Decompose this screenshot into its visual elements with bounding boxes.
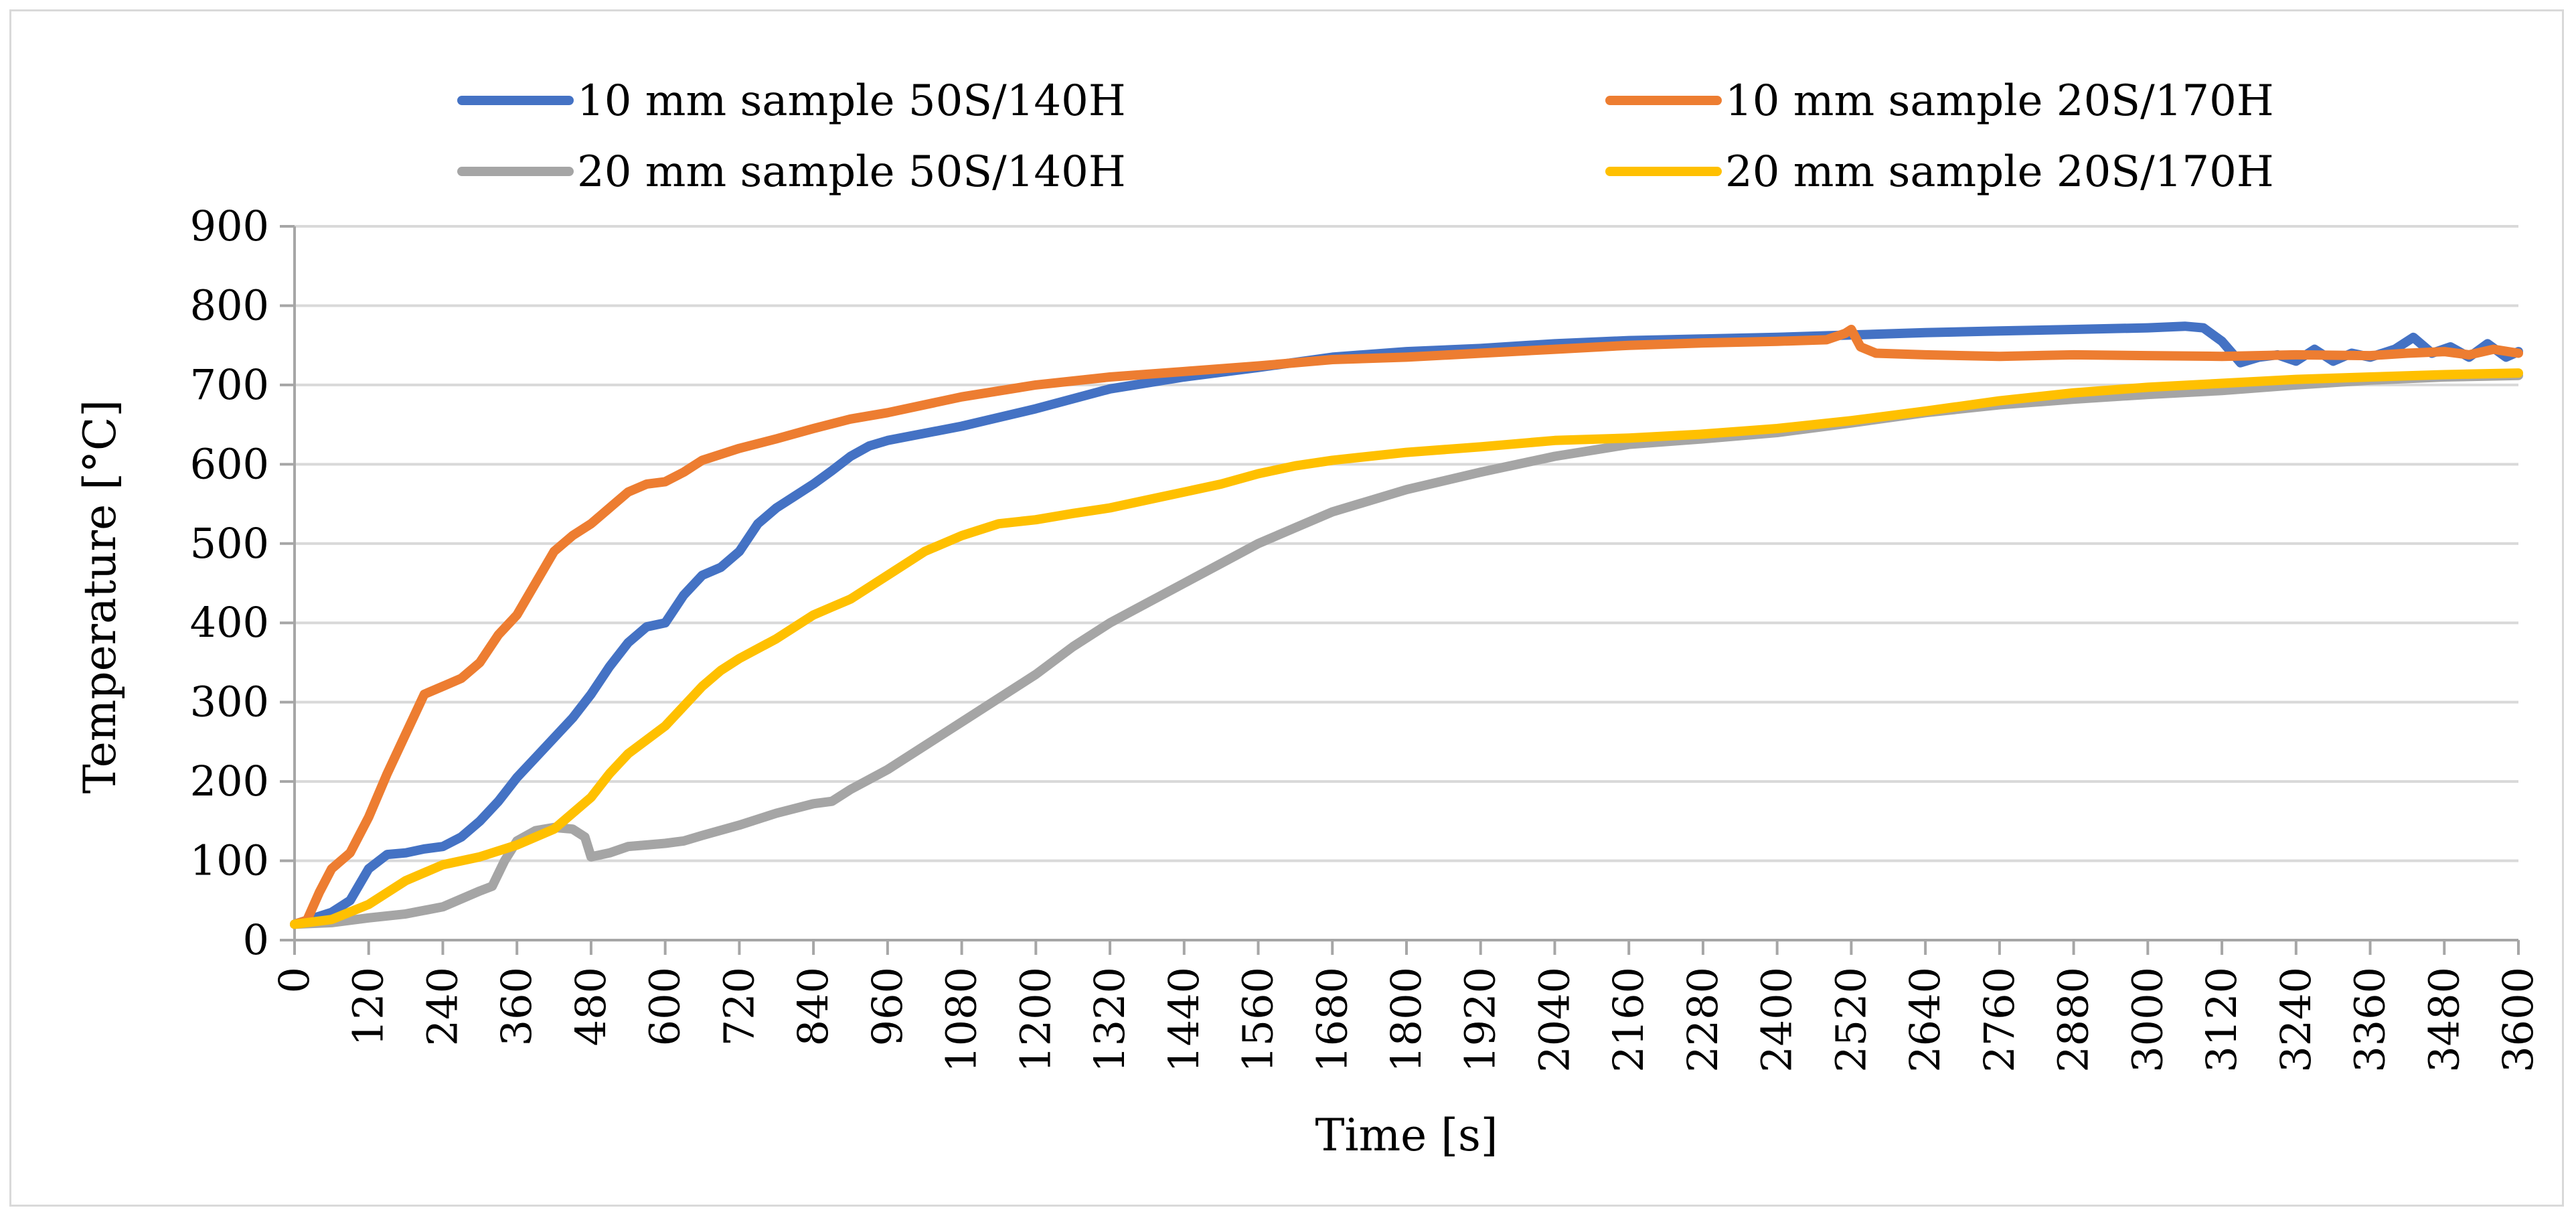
- y-tick-label: 700: [190, 360, 269, 409]
- y-tick-label: 400: [190, 598, 269, 647]
- x-tick-label: 1680: [1307, 967, 1356, 1073]
- y-tick-label: 800: [190, 281, 269, 329]
- y-tick-label: 600: [190, 439, 269, 488]
- y-tick-label: 300: [190, 678, 269, 727]
- axes: 0 100 200 300 400 500 600 700 800 900 0 120 240 360 48…: [190, 202, 2543, 1073]
- series-line-1: [290, 321, 2523, 929]
- x-tick-label: 2640: [1901, 967, 1949, 1073]
- y-tick-label: 200: [190, 757, 269, 806]
- x-tick-label: 2400: [1753, 967, 1801, 1073]
- x-tick-label: 840: [789, 967, 837, 1046]
- x-tick-label: 3000: [2123, 967, 2172, 1073]
- x-tick-label: 3360: [2346, 967, 2395, 1073]
- x-tick-label: 960: [863, 967, 912, 1046]
- legend-label: 20 mm sample 50S/140H: [577, 147, 1126, 197]
- y-tick-label: 900: [190, 202, 269, 250]
- y-tick-label: 100: [190, 836, 269, 885]
- legend-item-1: 10 mm sample 50S/140H: [457, 76, 1126, 126]
- x-tick-label: 3240: [2271, 967, 2320, 1073]
- legend-item-4: 20 mm sample 20S/170H: [1605, 147, 2274, 197]
- x-tick-label: 1560: [1234, 967, 1283, 1073]
- x-tick-label: 2280: [1678, 967, 1727, 1073]
- x-tick-label: 600: [641, 967, 690, 1046]
- legend-item-3: 20 mm sample 50S/140H: [457, 147, 1126, 197]
- legend-label: 20 mm sample 20S/170H: [1725, 147, 2274, 197]
- x-tick-label: 3120: [2197, 967, 2246, 1073]
- series-lines: [290, 321, 2523, 929]
- legend-label: 10 mm sample 20S/170H: [1725, 76, 2274, 126]
- x-tick-label: 2760: [1975, 967, 2024, 1073]
- x-tick-label: 1200: [1011, 967, 1060, 1073]
- x-tick-label: 720: [714, 967, 763, 1046]
- y-axis-title: Temperature [°C]: [74, 400, 126, 793]
- x-tick-label: 120: [344, 967, 393, 1046]
- legend-item-2: 10 mm sample 20S/170H: [1605, 76, 2274, 126]
- x-tick-label: 2880: [2049, 967, 2098, 1073]
- x-axis-title: Time [s]: [1315, 1110, 1498, 1161]
- legend: 10 mm sample 50S/140H 10 mm sample 20S/17…: [457, 76, 2274, 197]
- y-tick-label: 500: [190, 519, 269, 568]
- x-tick-label: 1800: [1382, 967, 1431, 1073]
- y-tick-label: 0: [243, 915, 269, 964]
- x-tick-label: 2520: [1826, 967, 1875, 1073]
- x-tick-label: 480: [566, 967, 615, 1046]
- chart-frame: [9, 9, 2564, 1207]
- x-tick-label: 0: [270, 967, 319, 993]
- x-tick-label: 2160: [1604, 967, 1653, 1073]
- x-tick-label: 240: [418, 967, 467, 1046]
- x-tick-label: 3480: [2419, 967, 2468, 1073]
- x-tick-label: 1440: [1159, 967, 1208, 1073]
- legend-label: 10 mm sample 50S/140H: [577, 76, 1126, 126]
- x-tick-label: 1320: [1085, 967, 1134, 1073]
- x-tick-label: 1920: [1456, 967, 1505, 1073]
- x-tick-label: 360: [492, 967, 541, 1046]
- series-line-4: [290, 368, 2523, 929]
- series-line-2: [290, 325, 2523, 929]
- gridlines: [295, 225, 2518, 862]
- x-tick-label: 1080: [937, 967, 986, 1073]
- x-tick-label: 2040: [1530, 967, 1579, 1073]
- x-tick-label: 3600: [2494, 967, 2543, 1073]
